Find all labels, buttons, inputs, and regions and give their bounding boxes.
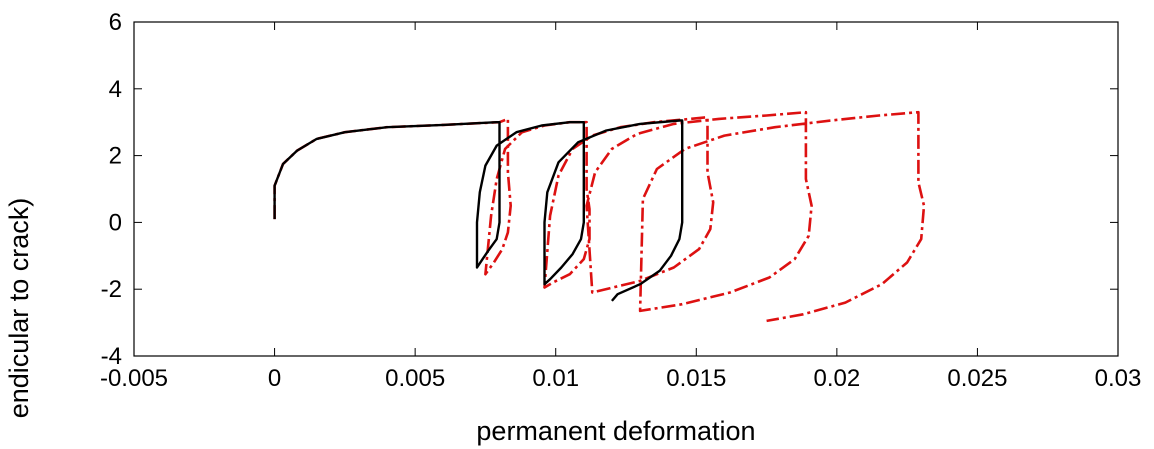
series-layer — [273, 110, 926, 323]
y-tick-label: 0 — [109, 209, 122, 236]
x-tick-label: 0.005 — [385, 365, 445, 392]
x-tick-label: 0 — [268, 365, 281, 392]
x-axis-label: permanent deformation — [476, 416, 755, 446]
y-axis-label: endicular to crack) — [4, 198, 34, 419]
y-tick-label: -4 — [101, 343, 122, 370]
y-tick-label: 6 — [109, 9, 122, 36]
y-tick-label: 4 — [109, 76, 122, 103]
series-line-black-solid — [273, 119, 684, 302]
series-line-red-dashdot — [273, 110, 926, 323]
y-tick-label: 2 — [109, 143, 122, 170]
plot-frame — [133, 21, 1119, 357]
plot-area — [134, 22, 1118, 356]
x-tick-label: 0.02 — [813, 365, 860, 392]
x-tick-label: 0.015 — [666, 365, 726, 392]
y-tick-label: -2 — [101, 276, 122, 303]
x-tick-label: 0.01 — [532, 365, 579, 392]
x-tick-label: 0.025 — [947, 365, 1007, 392]
x-tick-label: 0.03 — [1095, 365, 1142, 392]
x-tick-label: -0.005 — [100, 365, 168, 392]
ticks-layer: -0.005 0 0.005 0.01 0.015 0.02 0.025 0.03 -4 -2 0 2… — [100, 9, 1141, 392]
